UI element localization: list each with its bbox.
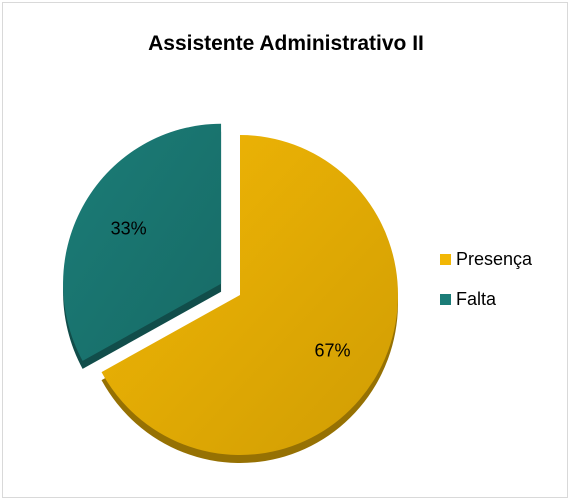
legend-label-falta: Falta — [456, 288, 497, 309]
legend-item-presenca: Presença — [440, 248, 532, 270]
legend-swatch-falta — [440, 293, 451, 305]
legend-item-falta: Falta — [440, 288, 532, 310]
data-label-presenca: 67% — [314, 340, 350, 360]
data-label-falta: 33% — [111, 218, 147, 238]
chart-title: Assistente Administrativo II — [148, 32, 424, 55]
legend-swatch-presenca — [440, 253, 451, 265]
chart-legend: Presença Falta — [440, 248, 532, 328]
pie-slice-falta — [63, 123, 222, 361]
legend-label-presenca: Presença — [456, 248, 533, 269]
pie-slice-presenca — [101, 135, 398, 455]
